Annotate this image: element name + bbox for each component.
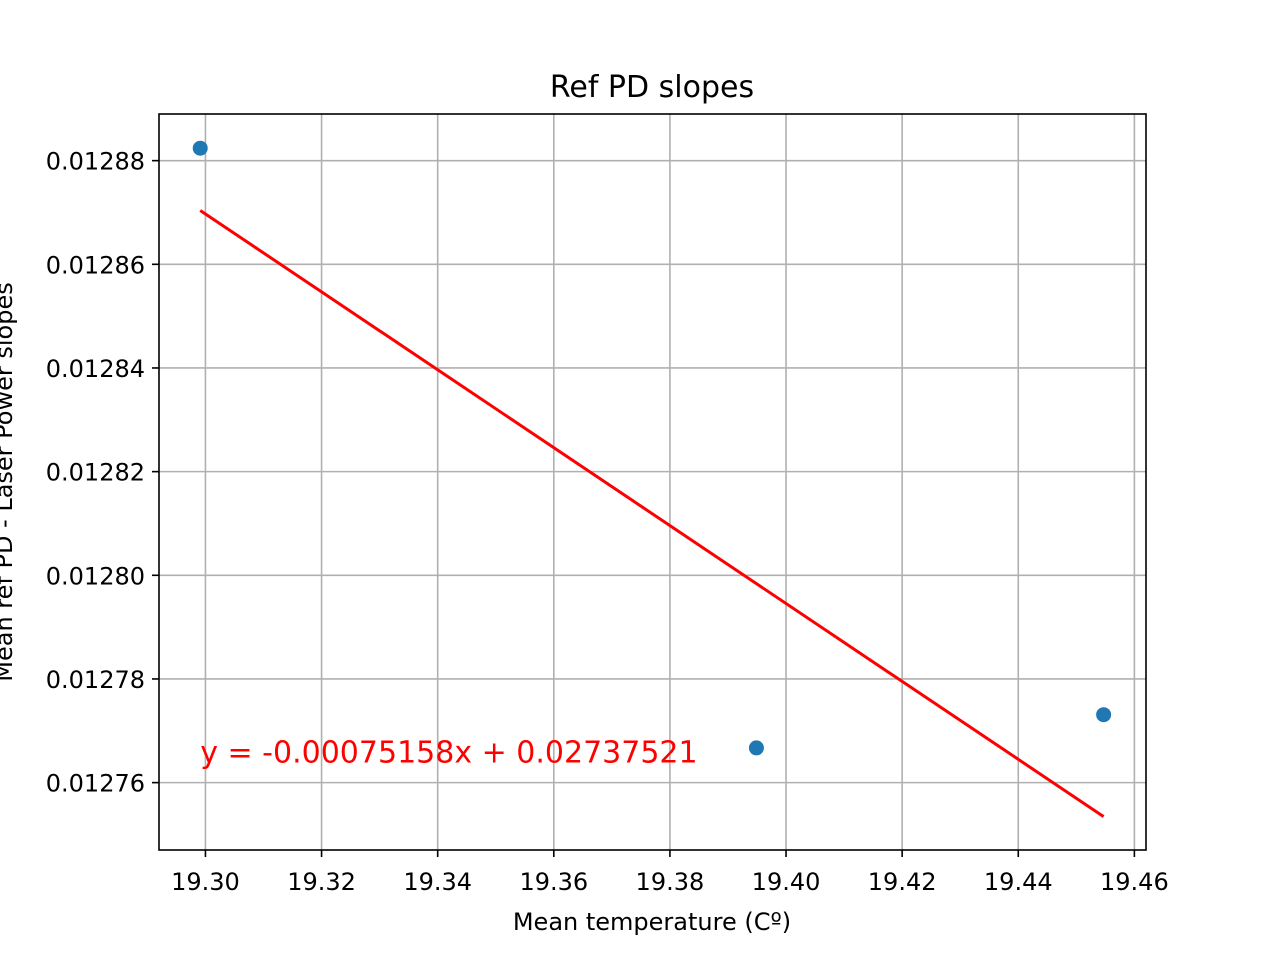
chart-title: Ref PD slopes bbox=[550, 70, 754, 105]
y-tick-label: 0.01276 bbox=[46, 770, 145, 798]
x-tick-label: 19.30 bbox=[171, 868, 240, 896]
y-tick-label: 0.01278 bbox=[46, 666, 145, 694]
x-tick-label: 19.40 bbox=[752, 868, 821, 896]
data-point bbox=[748, 740, 764, 756]
y-axis-label: Mean ref PD - Laser Power slopes bbox=[0, 282, 18, 681]
x-tick-label: 19.44 bbox=[984, 868, 1053, 896]
y-tick-label: 0.01286 bbox=[46, 251, 145, 279]
fit-equation-annotation: y = -0.00075158x + 0.02737521 bbox=[200, 736, 697, 771]
plot-series bbox=[192, 140, 1112, 818]
y-tick-label: 0.01280 bbox=[46, 562, 145, 590]
grid bbox=[159, 114, 1146, 850]
y-tick-label: 0.01284 bbox=[46, 355, 145, 383]
y-tick-label: 0.01288 bbox=[46, 148, 145, 176]
x-tick-label: 19.32 bbox=[287, 868, 356, 896]
x-tick-label: 19.46 bbox=[1100, 868, 1169, 896]
axes-frame bbox=[158, 113, 1147, 851]
data-point bbox=[1096, 707, 1112, 723]
x-axis-label: Mean temperature (Cº) bbox=[513, 908, 791, 936]
x-tick-label: 19.42 bbox=[868, 868, 937, 896]
x-tick-label: 19.34 bbox=[403, 868, 472, 896]
x-tick-label: 19.38 bbox=[636, 868, 705, 896]
x-tick-label: 19.36 bbox=[519, 868, 588, 896]
axis-ticks: 19.30 19.32 19.34 19.36 19.38 19.40 19.42 19.44… bbox=[46, 148, 1169, 896]
data-point bbox=[192, 140, 208, 156]
y-tick-label: 0.01282 bbox=[46, 459, 145, 487]
fit-line bbox=[199, 209, 1105, 818]
